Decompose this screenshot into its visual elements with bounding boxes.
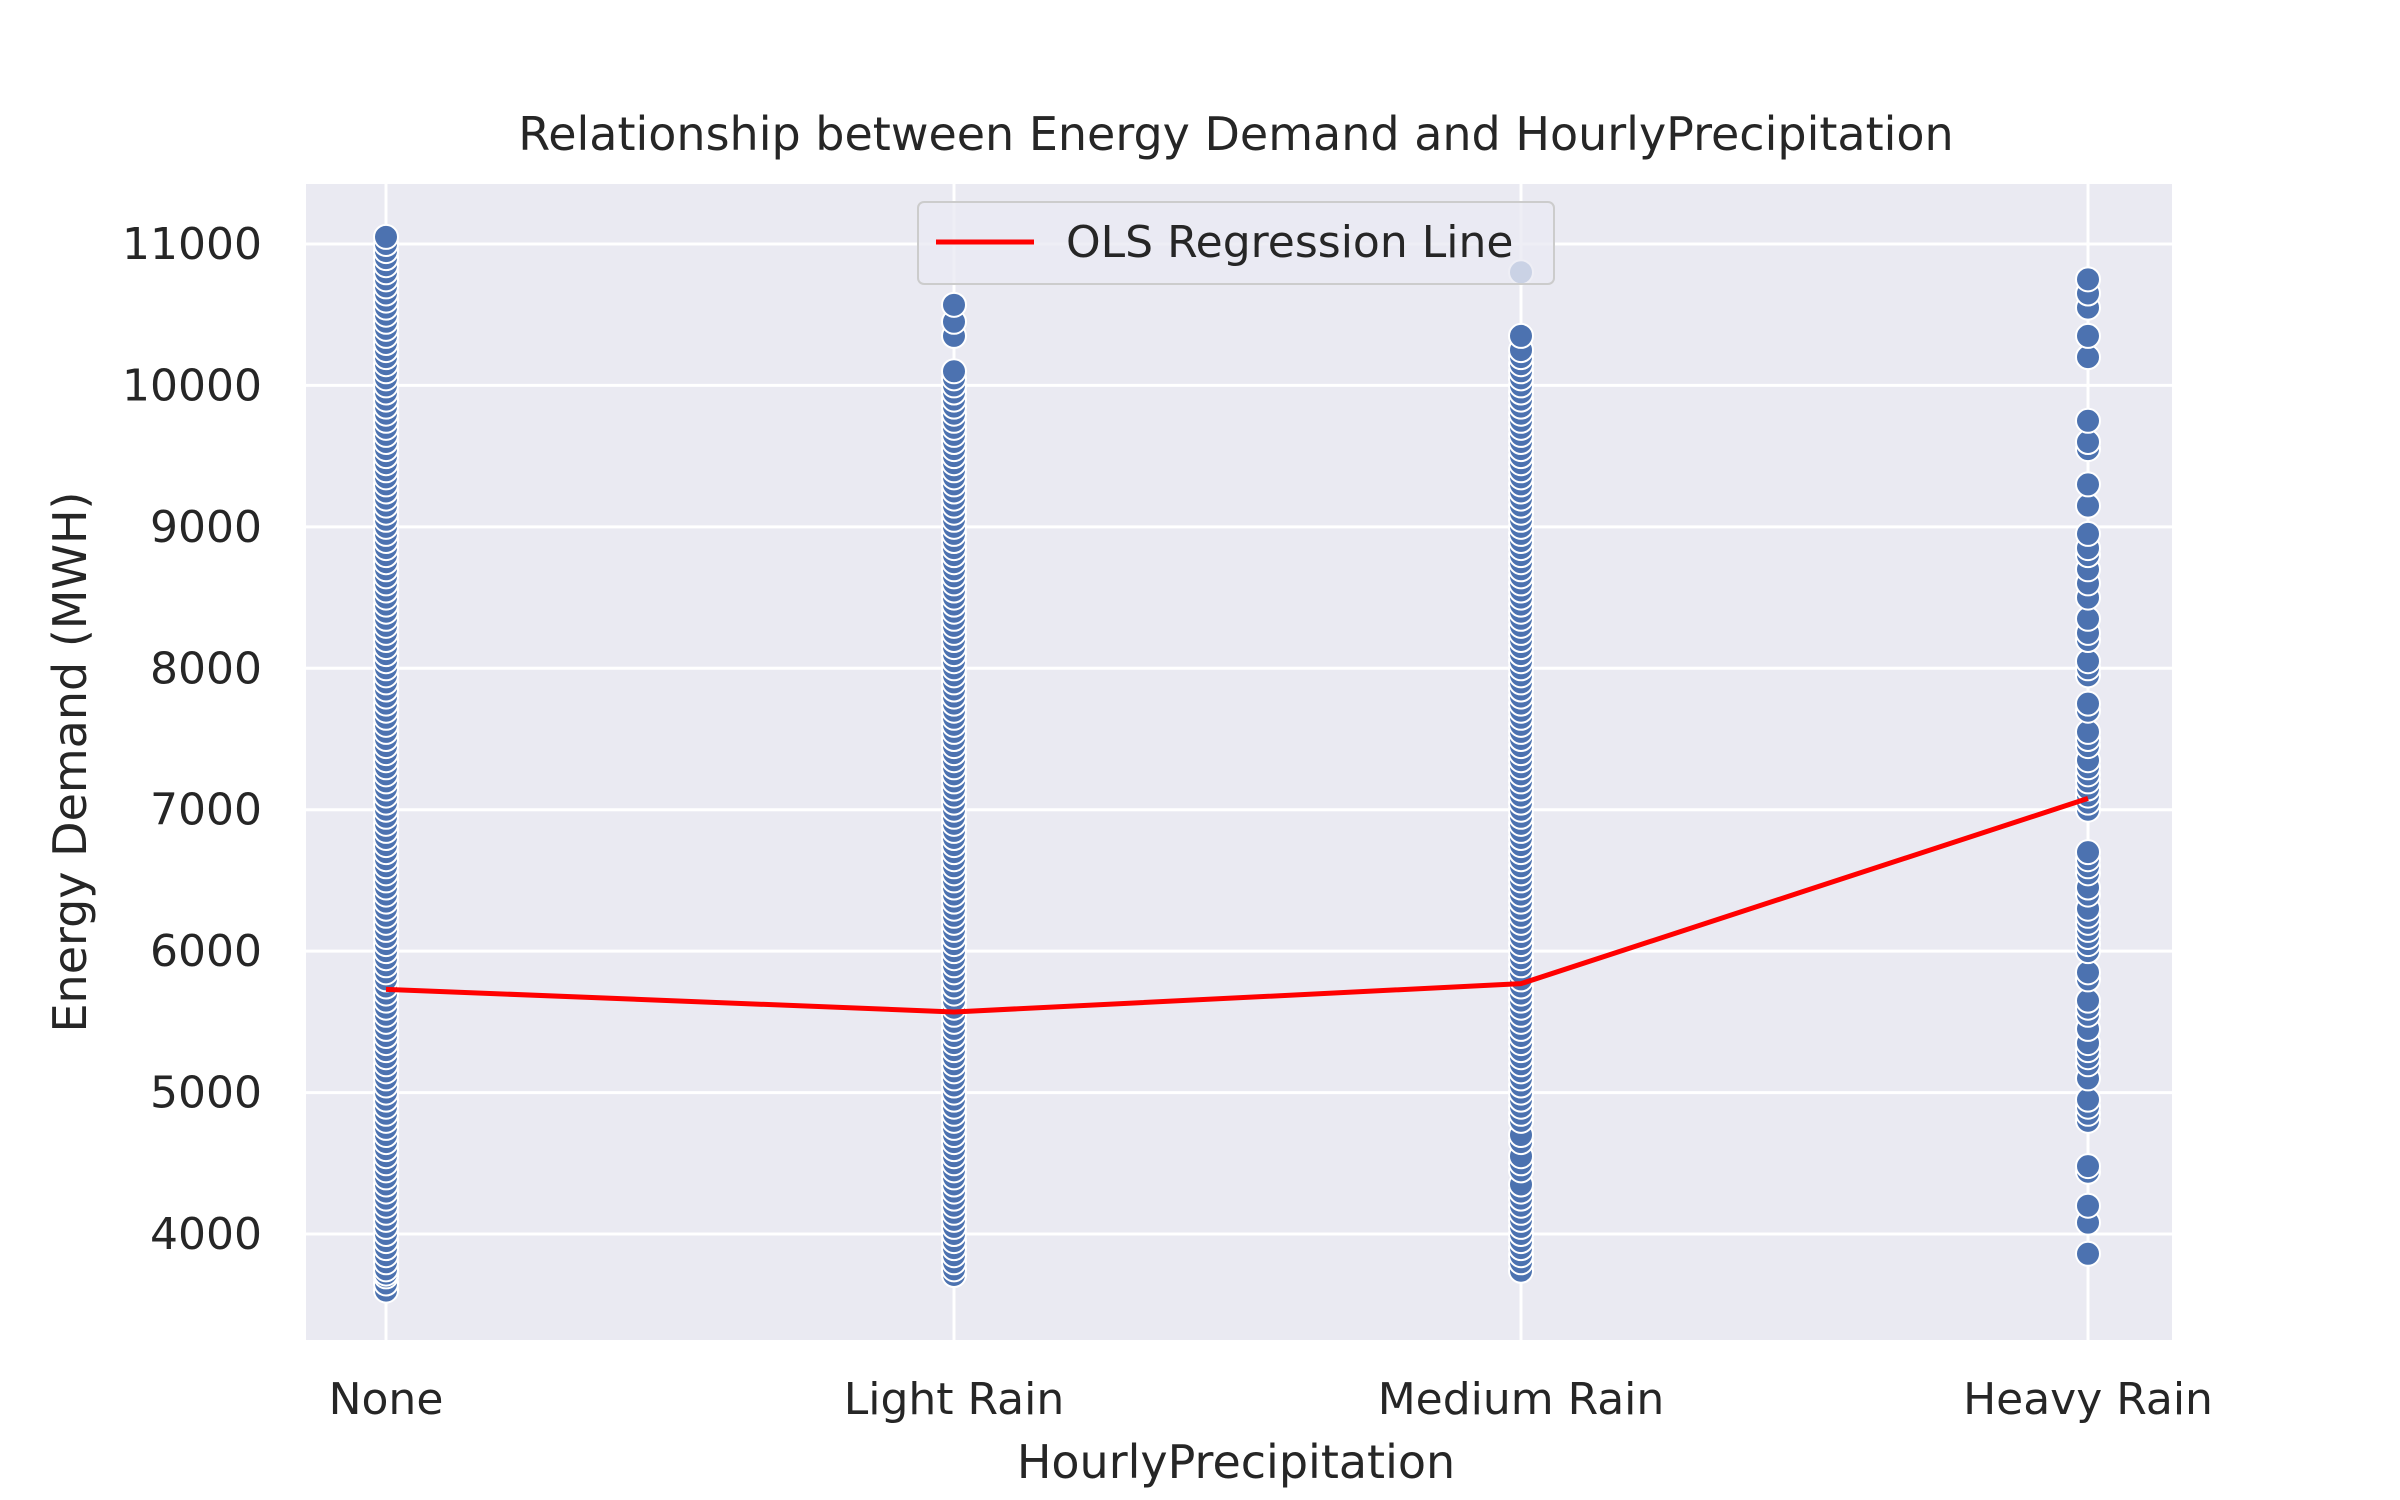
x-tick-label: Heavy Rain [1963, 1374, 2213, 1425]
x-tick-label: Medium Rain [1378, 1374, 1665, 1425]
scatter-point [2075, 471, 2101, 498]
scatter-point [2075, 839, 2101, 866]
chart-title: Relationship between Energy Demand and H… [518, 107, 1953, 161]
legend-box [917, 201, 1555, 285]
scatter-point [2075, 1240, 2101, 1267]
y-tick-label: 4000 [150, 1209, 262, 1260]
scatter-points [373, 223, 2101, 1304]
scatter-point [373, 223, 399, 250]
scatter-point [941, 358, 967, 385]
y-tick-labels: 4000 5000 6000 7000 8000 9000 10000 11000 [122, 219, 262, 1260]
scatter-point [2075, 690, 2101, 717]
y-tick-label: 8000 [150, 643, 262, 694]
scatter-point [1508, 322, 1534, 349]
y-tick-label: 9000 [150, 502, 262, 553]
x-axis-label: HourlyPrecipitation [1017, 1435, 1455, 1489]
scatter-point [2075, 520, 2101, 547]
x-tick-label: None [329, 1374, 444, 1425]
scatter-point [941, 291, 967, 318]
scatter-point [2075, 266, 2101, 293]
y-tick-label: 5000 [150, 1068, 262, 1119]
x-tick-label: Light Rain [844, 1374, 1064, 1425]
y-tick-label: 11000 [122, 219, 262, 270]
y-tick-label: 6000 [150, 926, 262, 977]
plot-area-background [306, 184, 2172, 1340]
y-axis-label: Energy Demand (MWH) [43, 491, 97, 1032]
y-tick-label: 7000 [150, 785, 262, 836]
ols-regression-line [385, 796, 2089, 1015]
y-tick-label: 10000 [122, 360, 262, 411]
scatter-point [2075, 407, 2101, 434]
legend: OLS Regression Line [917, 201, 1555, 285]
scatter-point [2075, 1192, 2101, 1219]
x-tick-labels: None Light Rain Medium Rain Heavy Rain [329, 1374, 2213, 1425]
legend-entry-ols: OLS Regression Line [1066, 217, 1513, 268]
scatter-point [2075, 1153, 2101, 1180]
scatter-point [2075, 322, 2101, 349]
regression-line-layer [385, 796, 2089, 1015]
